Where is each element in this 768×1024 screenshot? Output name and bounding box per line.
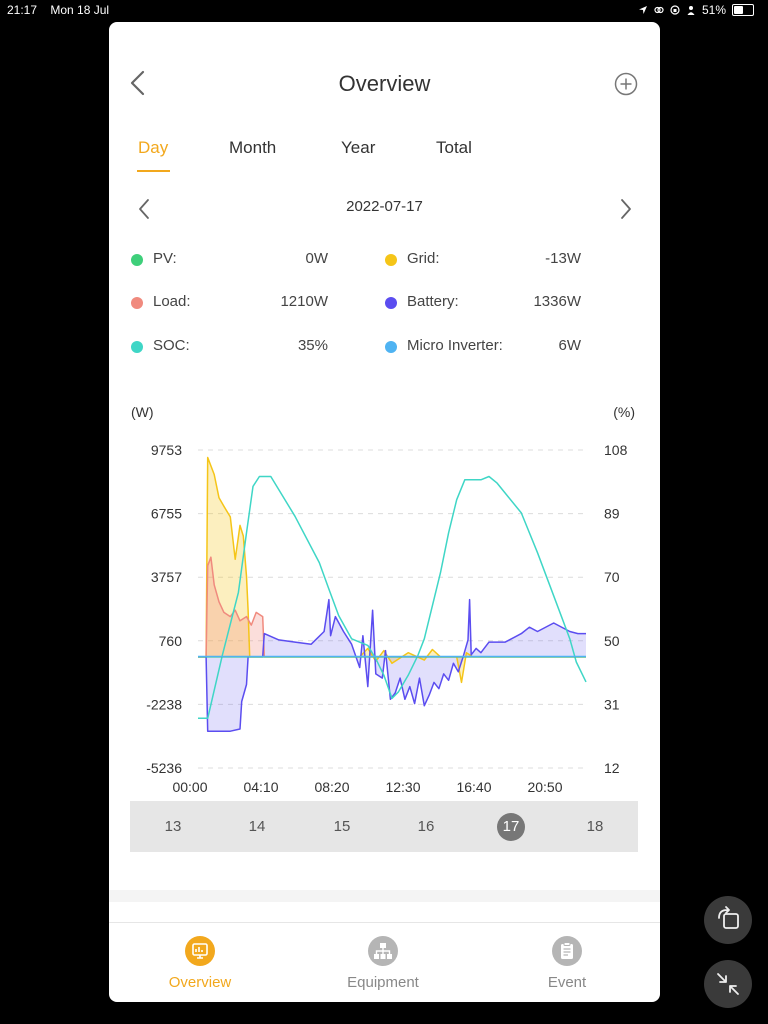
bottom-nav: Overview Equipment Event bbox=[109, 924, 660, 1002]
tab-total[interactable]: Total bbox=[436, 138, 472, 157]
collapse-icon bbox=[717, 973, 739, 995]
metric-label: Load: bbox=[153, 293, 191, 310]
status-time: 21:17 bbox=[7, 3, 38, 17]
left-tick-label: 6755 bbox=[151, 506, 182, 522]
metric-label: Micro Inverter: bbox=[407, 337, 503, 354]
x-tick-label: 12:30 bbox=[385, 779, 420, 794]
collapse-window-button[interactable] bbox=[704, 960, 752, 1008]
x-tick-label: 16:40 bbox=[456, 779, 491, 794]
active-tab-underline bbox=[137, 170, 170, 172]
nav-overview[interactable]: Overview bbox=[140, 936, 260, 991]
metric-label: Battery: bbox=[407, 293, 459, 310]
soc-color-dot bbox=[131, 341, 143, 353]
metric-value: -13W bbox=[545, 250, 581, 267]
load-color-dot bbox=[131, 297, 143, 309]
x-tick-label: 04:10 bbox=[243, 779, 278, 794]
left-tick-label: -5236 bbox=[146, 760, 182, 776]
current-date[interactable]: 2022-07-17 bbox=[346, 198, 423, 215]
nav-label: Event bbox=[547, 974, 587, 991]
lock-rotation-icon bbox=[670, 5, 680, 15]
add-icon[interactable] bbox=[614, 72, 638, 96]
equipment-icon bbox=[368, 936, 398, 966]
day-item-selected[interactable]: 17 bbox=[491, 801, 531, 852]
status-bar: 21:17 Mon 18 Jul 51% bbox=[0, 0, 768, 20]
metric-value: 6W bbox=[558, 337, 582, 354]
nav-label: Overview bbox=[168, 974, 232, 991]
x-tick-label: 00:00 bbox=[172, 779, 207, 794]
metric-load[interactable]: Load: 1210W bbox=[131, 290, 328, 314]
rotate-window-icon bbox=[718, 906, 739, 929]
nav-equipment[interactable]: Equipment bbox=[323, 936, 443, 991]
battery-icon bbox=[732, 4, 754, 16]
right-tick-label: 31 bbox=[604, 696, 620, 712]
page-title: Overview bbox=[338, 71, 431, 96]
battery-color-dot bbox=[385, 297, 397, 309]
location-icon bbox=[638, 6, 647, 14]
previous-date-icon[interactable] bbox=[137, 198, 151, 220]
day-item[interactable]: 13 bbox=[164, 818, 182, 835]
section-divider bbox=[109, 890, 660, 902]
load-area bbox=[198, 557, 586, 657]
pv-color-dot bbox=[131, 254, 143, 266]
left-tick-label: 9753 bbox=[151, 442, 182, 458]
rotate-window-button[interactable] bbox=[704, 896, 752, 944]
metric-pv[interactable]: PV: 0W bbox=[131, 247, 328, 271]
right-tick-label: 70 bbox=[604, 569, 620, 585]
left-tick-label: -2238 bbox=[146, 696, 182, 712]
battery-area bbox=[198, 599, 586, 732]
right-axis-unit: (%) bbox=[613, 404, 635, 420]
battery-series-line bbox=[198, 598, 586, 732]
overview-panel: Overview Day Month Year Total 2022-07-17… bbox=[109, 22, 660, 1002]
metric-micro-inverter[interactable]: Micro Inverter: 6W bbox=[385, 334, 581, 358]
link-icon bbox=[654, 6, 664, 14]
right-tick-label: 108 bbox=[604, 442, 628, 458]
metric-label: SOC: bbox=[153, 337, 190, 354]
grid-color-dot bbox=[385, 254, 397, 266]
period-tabs: Day Month Year Total bbox=[109, 138, 660, 178]
tab-month[interactable]: Month bbox=[229, 138, 277, 157]
battery-percent: 51% bbox=[701, 3, 726, 17]
x-tick-label: 20:50 bbox=[527, 779, 562, 794]
day-item[interactable]: 16 bbox=[417, 818, 435, 835]
metric-grid[interactable]: Grid: -13W bbox=[385, 247, 581, 271]
back-icon[interactable] bbox=[127, 70, 149, 96]
metric-battery[interactable]: Battery: 1336W bbox=[385, 290, 581, 314]
x-tick-label: 08:20 bbox=[314, 779, 349, 794]
nav-event[interactable]: Event bbox=[507, 936, 627, 991]
metric-label: PV: bbox=[153, 250, 177, 267]
metric-value: 35% bbox=[297, 337, 328, 354]
left-tick-label: 760 bbox=[159, 633, 183, 649]
nav-divider bbox=[109, 922, 660, 923]
event-icon bbox=[552, 936, 582, 966]
left-axis-unit: (W) bbox=[131, 404, 154, 420]
next-date-icon[interactable] bbox=[619, 198, 633, 220]
soc-series-line bbox=[198, 475, 587, 720]
tab-day[interactable]: Day bbox=[138, 138, 169, 157]
day-item[interactable]: 18 bbox=[586, 818, 604, 835]
micro-inverter-color-dot bbox=[385, 341, 397, 353]
metric-value: 0W bbox=[305, 250, 329, 267]
metric-value: 1336W bbox=[533, 293, 581, 310]
power-chart[interactable]: (W) (%) 9753 108 6755 89 3757 70 760 50 -2238 31 -52… bbox=[109, 374, 660, 795]
day-selector: 13 14 15 16 17 18 bbox=[130, 801, 638, 852]
tab-year[interactable]: Year bbox=[341, 138, 376, 157]
date-navigator: 2022-07-17 bbox=[109, 194, 660, 224]
metric-label: Grid: bbox=[407, 250, 440, 267]
status-date: Mon 18 Jul bbox=[50, 3, 110, 17]
person-icon bbox=[687, 6, 695, 15]
right-tick-label: 50 bbox=[604, 633, 620, 649]
metric-value: 1210W bbox=[280, 293, 328, 310]
day-item[interactable]: 14 bbox=[248, 818, 266, 835]
day-item[interactable]: 15 bbox=[333, 818, 351, 835]
nav-label: Equipment bbox=[347, 974, 419, 991]
right-tick-label: 89 bbox=[604, 506, 620, 522]
overview-icon bbox=[185, 936, 215, 966]
metric-soc[interactable]: SOC: 35% bbox=[131, 334, 328, 358]
power-chart-svg[interactable]: (W) (%) 9753 108 6755 89 3757 70 760 50 -2238 31 -52… bbox=[109, 374, 660, 795]
right-tick-label: 12 bbox=[604, 760, 620, 776]
left-tick-label: 3757 bbox=[151, 569, 182, 585]
